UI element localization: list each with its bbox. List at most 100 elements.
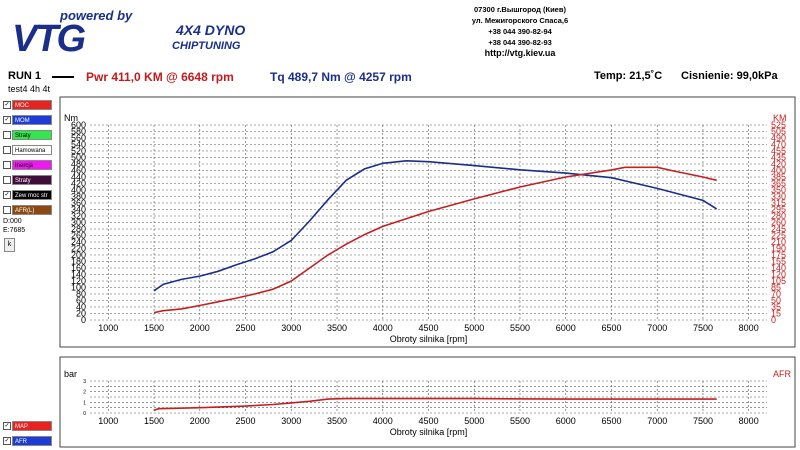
- x-axis-title: Obroty silnika [rpm]: [390, 427, 468, 437]
- y-tick-label-left: 60: [76, 296, 86, 306]
- y-tick-label-right: 35: [771, 302, 781, 312]
- x-tick-label: 1000: [98, 416, 118, 426]
- legend-swatch: Straty: [12, 175, 52, 185]
- series-line-moc: [153, 166, 717, 314]
- legend-item[interactable]: ✓ AFR: [3, 435, 55, 447]
- legend-swatch: Zew moc str: [12, 190, 52, 200]
- y-tick-label-left: 2: [83, 390, 86, 396]
- x-tick-label: 6500: [601, 323, 621, 333]
- powered-by-text: powered by: [60, 8, 133, 23]
- y-tick-label-right: 50: [771, 296, 781, 306]
- y-tick-label-left: 600: [71, 120, 86, 130]
- legend-swatch: MAP: [12, 421, 52, 431]
- k-button[interactable]: k: [4, 238, 15, 252]
- y-tick-label-left: 420: [71, 179, 86, 189]
- legend-item[interactable]: AFR(L): [3, 204, 55, 216]
- legend-item[interactable]: Hamowana: [3, 144, 55, 156]
- y-tick-label-right: 295: [771, 205, 786, 215]
- pressure-readout: Cisnienie: 99,0kPa: [681, 70, 778, 82]
- y-tick-label-left: 0: [83, 411, 86, 417]
- y-tick-label-left: 200: [71, 250, 86, 260]
- x-tick-label: 6500: [601, 416, 621, 426]
- y-tick-label-left: 180: [71, 257, 86, 267]
- legend-checkbox[interactable]: ✓: [3, 116, 11, 124]
- y-tick-label-right: 400: [771, 166, 786, 176]
- x-tick-label: 7000: [647, 323, 667, 333]
- y-tick-label-right: 120: [771, 270, 786, 280]
- legend-checkbox[interactable]: [3, 161, 11, 169]
- x-tick-label: 6000: [556, 416, 576, 426]
- e-value: E:7685: [3, 227, 26, 234]
- x-axis-title: Obroty silnika [rpm]: [390, 334, 468, 344]
- x-tick-label: 3000: [281, 416, 301, 426]
- run-line-sample: [52, 76, 74, 78]
- y-tick-label-right: 490: [771, 133, 786, 143]
- subtitle-chiptuning: CHIPTUNING: [172, 40, 241, 52]
- x-tick-label: 5500: [510, 323, 530, 333]
- website-url: http://vtg.kiev.ua: [484, 48, 556, 58]
- y-tick-label-right: 0: [771, 315, 776, 325]
- legend-swatch: AFR: [12, 436, 52, 446]
- y-tick-label-left: 1: [83, 400, 86, 406]
- y-tick-label-left: 400: [71, 185, 86, 195]
- legend-swatch: Inercja: [12, 160, 52, 170]
- y-tick-label-left: 140: [71, 270, 86, 280]
- x-tick-label: 6000: [556, 323, 576, 333]
- y-tick-label-left: 160: [71, 263, 86, 273]
- legend-checkbox[interactable]: [3, 206, 11, 214]
- legend-panel: ✓ MOC ✓ MOM Straty Hamowana Inercja Straty ✓ Zew …: [3, 99, 55, 219]
- y-tick-label-left: 3: [83, 379, 86, 385]
- x-tick-label: 4500: [418, 416, 438, 426]
- legend-item[interactable]: Straty: [3, 129, 55, 141]
- x-tick-label: 8000: [739, 416, 759, 426]
- y-tick-label-left: 100: [71, 283, 86, 293]
- legend-swatch: MOC: [12, 100, 52, 110]
- y-axis-title-right: AFR: [773, 369, 792, 379]
- x-tick-label: 5500: [510, 416, 530, 426]
- y-tick-label-right: 225: [771, 231, 786, 241]
- legend-checkbox[interactable]: ✓: [3, 191, 11, 199]
- y-tick-label-right: 435: [771, 153, 786, 163]
- legend-item[interactable]: ✓ MAP: [3, 420, 55, 432]
- x-tick-label: 8000: [739, 323, 759, 333]
- d-value: D:000: [3, 218, 22, 225]
- subtitle-dyno: 4X4 DYNO: [176, 22, 246, 38]
- legend-checkbox[interactable]: ✓: [3, 437, 11, 445]
- y-tick-label-right: 525: [771, 120, 786, 130]
- legend-item[interactable]: ✓ MOC: [3, 99, 55, 111]
- y-tick-label-left: 120: [71, 276, 86, 286]
- y-tick-label-right: 210: [771, 237, 786, 247]
- y-tick-label-left: 220: [71, 244, 86, 254]
- y-tick-label-right: 505: [771, 127, 786, 137]
- run-label: RUN 1: [8, 70, 42, 82]
- y-tick-label-right: 175: [771, 250, 786, 260]
- torque-summary: Tq 489,7 Nm @ 4257 rpm: [270, 70, 412, 84]
- y-tick-label-right: 260: [771, 218, 786, 228]
- legend-item[interactable]: Straty: [3, 174, 55, 186]
- x-tick-label: 7000: [647, 416, 667, 426]
- legend-swatch: AFR(L): [12, 205, 52, 215]
- y-tick-label-left: 40: [76, 302, 86, 312]
- phone-line: +38 044 390-82-94: [488, 27, 552, 36]
- legend-item[interactable]: ✓ Zew moc str: [3, 189, 55, 201]
- chart-frame: [59, 96, 796, 348]
- legend-checkbox[interactable]: ✓: [3, 101, 11, 109]
- legend-checkbox[interactable]: [3, 176, 11, 184]
- x-tick-label: 7500: [693, 416, 713, 426]
- y-tick-label-right: 245: [771, 224, 786, 234]
- y-tick-label-left: 280: [71, 224, 86, 234]
- x-tick-label: 4000: [373, 416, 393, 426]
- y-tick-label-right: 155: [771, 257, 786, 267]
- y-tick-label-right: 330: [771, 192, 786, 202]
- legend-item[interactable]: ✓ MOM: [3, 114, 55, 126]
- legend-item[interactable]: Inercja: [3, 159, 55, 171]
- y-axis-title-left: bar: [64, 369, 77, 379]
- legend-checkbox[interactable]: [3, 131, 11, 139]
- y-tick-label-left: 580: [71, 127, 86, 137]
- y-tick-label-left: 260: [71, 231, 86, 241]
- legend-checkbox[interactable]: [3, 146, 11, 154]
- y-tick-label-right: 70: [771, 289, 781, 299]
- legend-checkbox[interactable]: ✓: [3, 422, 11, 430]
- y-tick-label-left: 380: [71, 192, 86, 202]
- x-tick-label: 5000: [464, 323, 484, 333]
